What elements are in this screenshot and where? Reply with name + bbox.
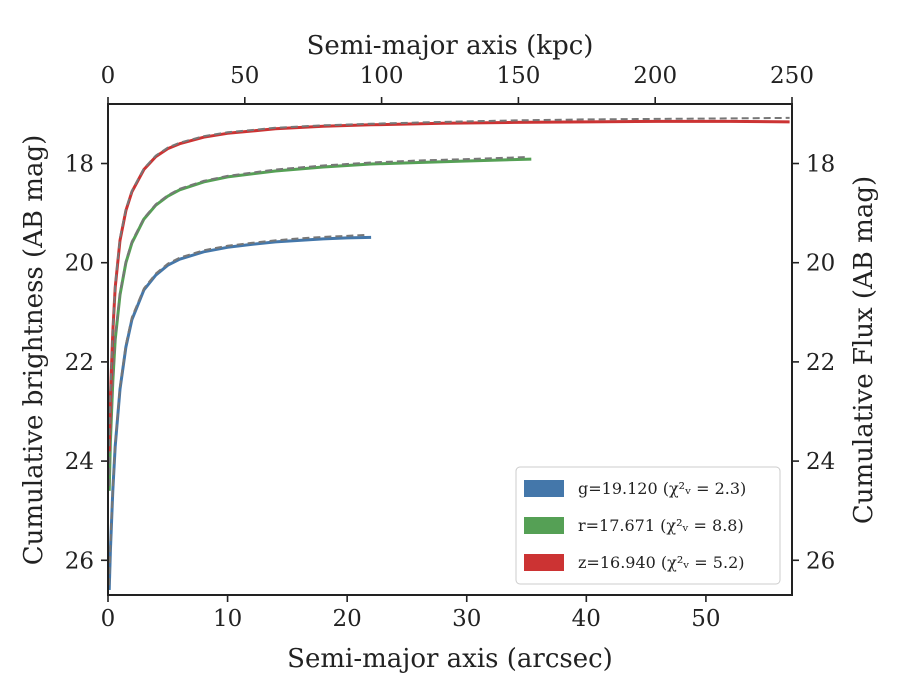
legend-label-r: r=17.671 (χ²ᵥ = 8.8) [578,516,744,535]
legend-swatch-g [524,480,564,497]
y-left-tick-label: 24 [65,449,94,475]
x-top-tick-label: 150 [496,63,540,89]
y-left-tick-label: 22 [65,350,94,376]
legend-swatch-z [524,554,564,571]
y-left-tick-label: 18 [65,152,94,178]
plot-frame [107,103,793,596]
x-top-tick-label: 200 [633,63,677,89]
fit-line-r [108,156,527,486]
x-bottom-tick-label: 10 [213,606,242,632]
x-bottom-tick-label: 50 [691,606,720,632]
x-top-tick-label: 250 [770,63,814,89]
x-top-tick-label: 100 [360,63,404,89]
y-left-tick-label: 20 [65,251,94,277]
y-right-tick-label: 20 [806,251,835,277]
y-right-tick-label: 24 [806,449,835,475]
ticks-layer: 0 10 20 30 40 50 0 50 100 150 200 250 18 20 22 24 26 18 20… [65,63,836,632]
legend-label-g: g=19.120 (χ²ᵥ = 2.3) [578,479,746,498]
legend-label-z: z=16.940 (χ²ᵥ = 5.2) [578,553,744,572]
x-bottom-tick-label: 20 [333,606,362,632]
x-bottom-tick-label: 40 [572,606,601,632]
y-left-tick-label: 26 [65,548,94,574]
x-bottom-axis-title: Semi-major axis (arcsec) [287,644,613,674]
fit-line-g [108,233,366,586]
series-line-g [107,235,372,591]
legend: g=19.120 (χ²ᵥ = 2.3) r=17.671 (χ²ᵥ = 8.8… [515,466,781,585]
x-top-axis-title: Semi-major axis (kpc) [307,31,594,61]
series-layer [107,116,790,591]
y-right-tick-label: 18 [806,152,835,178]
y-right-tick-label: 26 [806,548,835,574]
x-top-tick-label: 50 [230,63,259,89]
x-bottom-tick-label: 30 [452,606,481,632]
y-right-axis-title: Cumulative Flux (AB mag) [849,176,879,524]
x-top-tick-label: 0 [101,63,116,89]
legend-frame [515,466,781,585]
x-bottom-tick-label: 0 [101,606,116,632]
y-left-axis-title: Cumulative brightness (AB mag) [19,135,49,566]
y-right-tick-label: 22 [806,350,835,376]
series-line-z [107,119,790,452]
series-line-r [107,157,532,491]
fit-line-z [108,116,790,447]
legend-swatch-r [524,517,564,534]
